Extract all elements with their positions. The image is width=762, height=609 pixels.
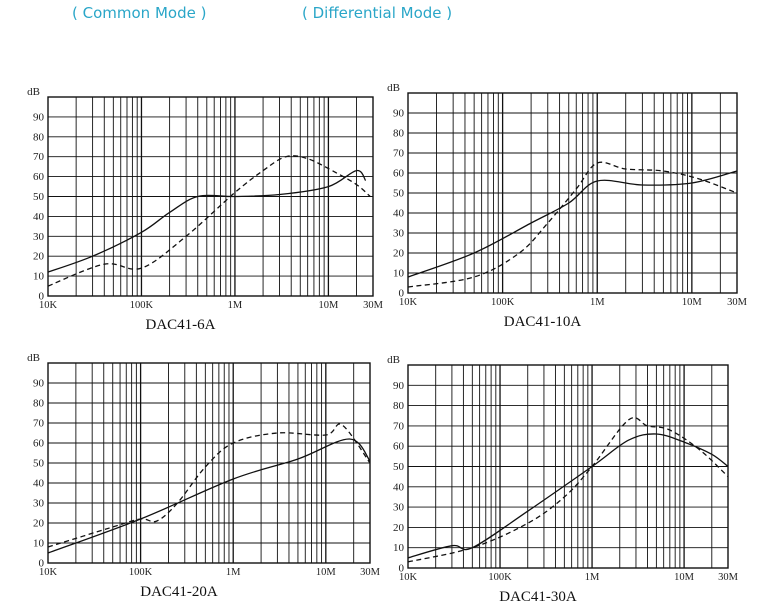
y-tick-label: 80 — [393, 128, 405, 140]
y-tick-label: 50 — [33, 458, 45, 470]
y-tick-label: 10 — [393, 268, 405, 280]
y-tick-label: 90 — [393, 380, 405, 392]
y-tick-label: 40 — [33, 211, 45, 223]
differential-mode-line — [47, 155, 371, 287]
plot-frame — [407, 92, 738, 294]
legend-common-label: ( Common Mode ) — [72, 4, 207, 22]
y-tick-label: 30 — [393, 228, 405, 240]
y-tick-label: 50 — [393, 188, 405, 200]
y-tick-label: 50 — [393, 461, 405, 473]
y-tick-label: 60 — [33, 438, 45, 450]
y-tick-label: 0 — [399, 288, 405, 300]
common-mode-line — [47, 438, 371, 554]
x-tick-label: 10K — [399, 297, 418, 308]
x-tick-label: 10M — [318, 300, 339, 311]
y-tick-label: 30 — [33, 498, 45, 510]
y-axis-label: dB — [27, 352, 40, 364]
x-tick-label: 100K — [130, 300, 154, 311]
y-axis-label: dB — [387, 82, 400, 94]
legend: ( Common Mode ) ( Differential Mode ) — [0, 0, 762, 30]
y-tick-label: 0 — [39, 558, 45, 570]
common-mode-line — [47, 169, 367, 273]
legend-differential-label: ( Differential Mode ) — [302, 4, 453, 22]
x-tick-label: 1M — [585, 572, 600, 583]
y-tick-label: 70 — [33, 418, 45, 430]
y-tick-label: 60 — [393, 441, 405, 453]
y-tick-label: 10 — [33, 538, 45, 550]
y-tick-label: 20 — [393, 248, 405, 260]
chart-1: 0 10 20 30 40 50 60 70 80 90 dB 10K 100K 1M 10M 30M DAC4… — [27, 86, 383, 333]
y-tick-label: 80 — [33, 398, 45, 410]
y-tick-label: 30 — [33, 231, 45, 243]
x-tick-label: 10K — [399, 572, 418, 583]
x-tick-label: 1M — [228, 300, 243, 311]
y-tick-label: 40 — [33, 478, 45, 490]
y-tick-label: 60 — [393, 168, 405, 180]
y-tick-label: 70 — [393, 420, 405, 432]
y-tick-label: 70 — [393, 148, 405, 160]
x-tick-label: 30M — [363, 300, 384, 311]
y-tick-label: 10 — [393, 542, 405, 554]
y-axis-label: dB — [387, 354, 400, 366]
y-tick-label: 90 — [393, 108, 405, 120]
x-tick-label: 1M — [590, 297, 605, 308]
y-tick-label: 80 — [393, 400, 405, 412]
differential-mode-line — [407, 161, 738, 288]
x-tick-label: 100K — [129, 567, 153, 578]
y-tick-label: 20 — [33, 251, 45, 263]
plot-frame — [47, 96, 374, 297]
y-tick-label: 10 — [33, 271, 45, 283]
y-tick-label: 20 — [33, 518, 45, 530]
chart-2: 0 10 20 30 40 50 60 70 80 90 dB 10K 100K 1M 10M 30M DAC4… — [387, 82, 747, 330]
common-mode-line — [407, 170, 738, 278]
chart-3: 0 10 20 30 40 50 60 70 80 90 dB 10K 100K 1M 10M 30M DAC4… — [27, 352, 380, 600]
x-tick-label: 10M — [316, 567, 337, 578]
x-tick-label: 100K — [491, 297, 515, 308]
y-tick-label: 90 — [33, 111, 45, 123]
x-tick-label: 30M — [718, 572, 739, 583]
y-tick-label: 0 — [39, 291, 45, 303]
y-tick-label: 30 — [393, 502, 405, 514]
x-tick-label: 30M — [727, 297, 748, 308]
chart-title: DAC41-6A — [146, 317, 216, 333]
chart-title: DAC41-30A — [499, 589, 577, 605]
y-tick-label: 0 — [399, 563, 405, 575]
x-tick-label: 10M — [682, 297, 703, 308]
y-tick-label: 70 — [33, 151, 45, 163]
x-tick-label: 100K — [488, 572, 512, 583]
y-tick-label: 90 — [33, 378, 45, 390]
x-tick-label: 10M — [674, 572, 695, 583]
x-tick-label: 30M — [360, 567, 381, 578]
chart-title: DAC41-10A — [504, 314, 582, 330]
y-tick-label: 80 — [33, 131, 45, 143]
differential-mode-line — [407, 417, 729, 563]
y-axis-label: dB — [27, 86, 40, 98]
differential-mode-line — [47, 423, 371, 548]
x-tick-label: 1M — [226, 567, 241, 578]
y-tick-label: 50 — [33, 191, 45, 203]
x-tick-label: 10K — [39, 567, 58, 578]
y-tick-label: 60 — [33, 171, 45, 183]
x-tick-label: 10K — [39, 300, 58, 311]
chart-title: DAC41-20A — [140, 584, 218, 600]
y-tick-label: 20 — [393, 522, 405, 534]
y-tick-label: 40 — [393, 481, 405, 493]
chart-4: 0 10 20 30 40 50 60 70 80 90 dB 10K 100K 1M 10M 30M DAC4… — [387, 354, 738, 605]
y-tick-label: 40 — [393, 208, 405, 220]
